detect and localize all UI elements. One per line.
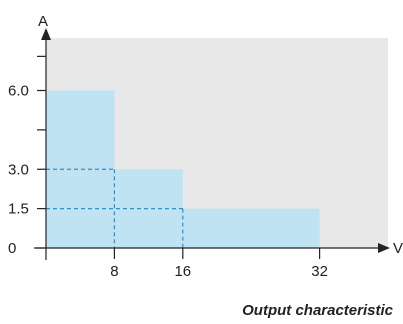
x-tick-label-32: 32 [311, 263, 328, 280]
step-area-3 [182, 208, 320, 248]
axes [34, 28, 390, 260]
y-tick-label-3.0: 3.0 [8, 161, 29, 178]
y-tick-label-1.5: 1.5 [8, 201, 29, 218]
x-tick-label-8: 8 [110, 263, 118, 280]
guide-lines [46, 168, 184, 248]
y-tick-label-0: 0 [8, 240, 16, 257]
y-axis-label: A [38, 13, 48, 30]
chart-caption: Output characteristic [242, 302, 394, 319]
x-tick-label-16: 16 [174, 263, 191, 280]
x-axis-label: V [393, 240, 403, 257]
ticks: 8 16 32 0 1.5 3.0 6.0 [8, 55, 328, 280]
x-axis-arrow-icon [378, 243, 390, 253]
y-tick-label-6.0: 6.0 [8, 83, 29, 100]
y-axis-arrow-icon [41, 28, 51, 40]
